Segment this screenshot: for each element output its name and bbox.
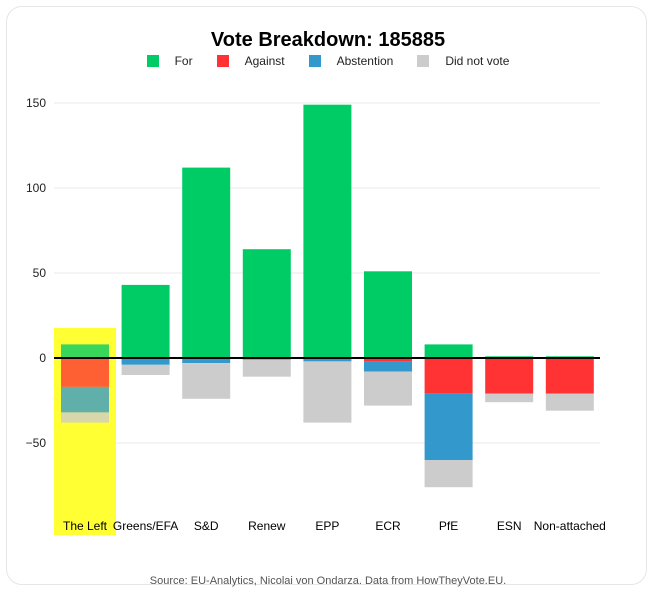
bar-did-not-vote	[182, 363, 231, 399]
y-tick-label: 50	[33, 266, 47, 280]
bar-for	[182, 167, 231, 358]
y-tick-label: 0	[39, 351, 46, 365]
bar-against	[485, 358, 534, 394]
bar-did-not-vote	[364, 371, 412, 406]
bar-against	[424, 358, 473, 394]
x-tick-label: EPP	[315, 519, 339, 533]
x-tick-label: PfE	[439, 519, 458, 533]
bar-did-not-vote	[545, 393, 594, 411]
x-tick-label: S&D	[194, 519, 219, 533]
bar-did-not-vote	[61, 412, 109, 423]
bar-against	[545, 358, 594, 394]
legend-item-abstention: Abstention	[308, 54, 394, 68]
x-tick-label: The Left	[63, 519, 108, 533]
bar-for	[61, 344, 109, 358]
legend-label-for: For	[174, 54, 193, 68]
x-tick-label: Renew	[248, 519, 286, 533]
bar-abstention	[424, 393, 473, 460]
legend: For Against Abstention Did not vote	[0, 54, 656, 68]
x-tick-label: Non-attached	[534, 519, 606, 533]
legend-swatch-did-not-vote	[417, 55, 430, 67]
bar-for	[121, 284, 170, 358]
bar-against	[364, 358, 412, 362]
bar-did-not-vote	[242, 359, 291, 377]
y-tick-label: 100	[26, 181, 46, 195]
bar-abstention	[182, 358, 231, 364]
legend-label-against: Against	[244, 54, 285, 68]
legend-item-did-not-vote: Did not vote	[417, 54, 509, 68]
legend-item-against: Against	[216, 54, 285, 68]
bar-for	[364, 271, 412, 358]
legend-swatch-abstention	[308, 55, 321, 67]
bar-did-not-vote	[121, 364, 170, 375]
bar-abstention	[121, 358, 170, 365]
bar-for	[242, 249, 291, 358]
x-tick-label: Greens/EFA	[113, 519, 178, 533]
bar-abstention	[303, 358, 352, 362]
x-tick-label: ECR	[375, 519, 401, 533]
bar-abstention	[61, 386, 109, 413]
bar-against	[61, 358, 109, 387]
bar-did-not-vote	[485, 393, 534, 403]
y-tick-label: 150	[26, 96, 46, 110]
source-note: Source: EU-Analytics, Nicolai von Ondarz…	[149, 575, 507, 587]
legend-label-did-not-vote: Did not vote	[445, 54, 510, 68]
x-tick-label: ESN	[497, 519, 522, 533]
bar-did-not-vote	[424, 460, 473, 488]
legend-swatch-against	[216, 55, 229, 67]
y-tick-label: −50	[26, 436, 47, 450]
bar-for	[303, 104, 352, 358]
bar-for	[424, 344, 473, 358]
legend-item-for: For	[146, 54, 193, 68]
legend-swatch-for	[146, 55, 159, 67]
bar-abstention	[364, 361, 412, 372]
chart-title: Vote Breakdown: 185885	[210, 29, 446, 51]
legend-label-abstention: Abstention	[336, 54, 394, 68]
bar-did-not-vote	[303, 361, 352, 423]
